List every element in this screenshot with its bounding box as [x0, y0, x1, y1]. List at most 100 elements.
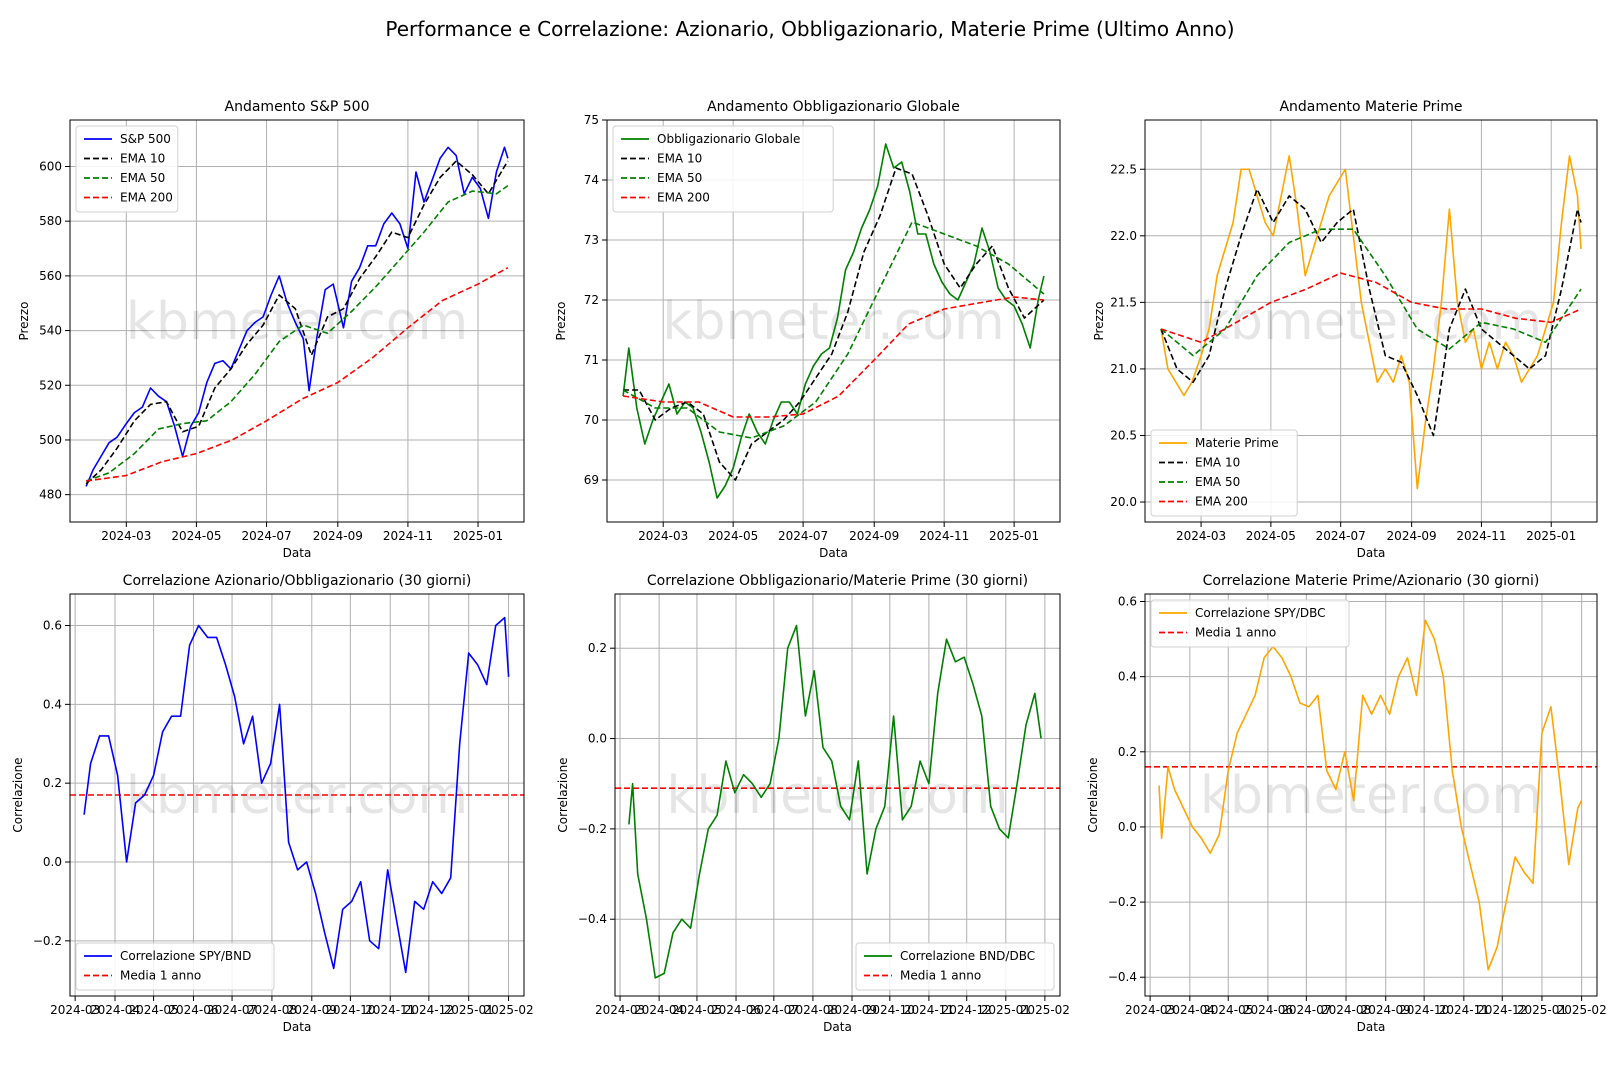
- x-tick-label: 2024-11: [919, 529, 969, 543]
- chart-corr_spy_bnd: 2024-032024-042024-052024-062024-072024-…: [11, 573, 534, 1034]
- y-axis-label: Prezzo: [17, 301, 31, 340]
- x-tick-label: 2025-01: [453, 529, 503, 543]
- legend-box: [75, 125, 179, 213]
- watermark: kbmeter.com: [126, 292, 468, 352]
- chart-title: Correlazione Azionario/Obbligazionario (…: [123, 573, 472, 589]
- y-axis-label: Correlazione: [556, 757, 570, 832]
- x-tick-label: 2024-05: [1246, 529, 1296, 543]
- legend-label: EMA 50: [657, 171, 702, 185]
- plot-frame: [614, 593, 1061, 997]
- x-tick-label: 2024-12: [1477, 1003, 1527, 1017]
- x-tick-label: 2024-03: [101, 529, 151, 543]
- y-tick-label: 71: [584, 353, 599, 367]
- x-tick-label: 2024-07: [778, 529, 828, 543]
- x-tick-label: 2025-01: [989, 529, 1039, 543]
- chart-corr_bnd_dbc: 2024-032024-042024-052024-062024-072024-…: [556, 573, 1070, 1034]
- x-tick-label: 2024-11: [365, 1003, 415, 1017]
- y-tick-label: 75: [584, 113, 599, 127]
- x-tick-label: 2024-12: [942, 1003, 992, 1017]
- y-tick-label: 480: [39, 488, 62, 502]
- legend-label: Materie Prime: [1195, 436, 1279, 450]
- x-tick-label: 2024-06: [711, 1003, 761, 1017]
- y-tick-label: 0.0: [1118, 820, 1137, 834]
- legend: Correlazione BND/DBC Media 1 anno: [855, 942, 1055, 991]
- plot-frame: [69, 593, 525, 997]
- x-tick-label: 2025-01: [444, 1003, 494, 1017]
- x-tick-label: 2024-07: [749, 1003, 799, 1017]
- y-tick-label: 21.0: [1110, 362, 1137, 376]
- x-tick-label: 2024-09: [827, 1003, 877, 1017]
- x-axis-label: Data: [283, 546, 312, 560]
- x-tick-label: 2024-11: [383, 529, 433, 543]
- y-tick-label: −0.2: [578, 822, 607, 836]
- x-axis-label: Data: [1357, 1020, 1386, 1034]
- chart-spx: 2024-03 2024-05 2024-07 2024-09 2024-11 2025-…: [17, 99, 525, 560]
- x-tick-label: 2024-05: [708, 529, 758, 543]
- y-tick-label: 500: [39, 433, 62, 447]
- series-line-obbligazionario-globale: [622, 143, 1045, 499]
- x-tick-label: 2024-04: [90, 1003, 140, 1017]
- plot-frame: [1144, 593, 1598, 997]
- series-line-correlazione-bnd-dbc: [628, 624, 1042, 979]
- y-tick-label: 21.5: [1110, 295, 1137, 309]
- series-line-ema-10: [1160, 188, 1582, 437]
- plot-frame: [69, 119, 525, 523]
- x-tick-label: 2025-01: [1517, 1003, 1567, 1017]
- y-tick-label: 540: [39, 324, 62, 338]
- chart-title: Andamento S&P 500: [225, 99, 370, 115]
- chart-title: Andamento Materie Prime: [1279, 99, 1462, 115]
- y-tick-label: 0.2: [43, 776, 62, 790]
- y-axis-label: Prezzo: [554, 301, 568, 340]
- x-tick-label: 2024-07: [241, 529, 291, 543]
- series-line-ema-50: [85, 184, 509, 482]
- x-tick-label: 2024-09: [849, 529, 899, 543]
- y-axis-label: Prezzo: [1092, 301, 1106, 340]
- x-tick-label: 2024-07: [1281, 1003, 1331, 1017]
- y-tick-label: 20.0: [1110, 495, 1137, 509]
- legend-label: EMA 200: [1195, 495, 1248, 509]
- x-axis-label: Data: [283, 1020, 312, 1034]
- legend: Correlazione SPY/DBC Media 1 anno: [1150, 599, 1350, 648]
- y-tick-label: 0.0: [43, 855, 62, 869]
- x-tick-label: 2024-07: [207, 1003, 257, 1017]
- legend-box: [1150, 429, 1298, 517]
- y-tick-label: 0.0: [588, 732, 607, 746]
- legend-label: EMA 10: [120, 152, 165, 166]
- x-tick-label: 2024-03: [638, 529, 688, 543]
- legend-label: Media 1 anno: [120, 969, 201, 983]
- y-axis-label: Correlazione: [11, 757, 25, 832]
- watermark: kbmeter.com: [1200, 766, 1542, 826]
- x-tick-label: 2024-11: [1456, 529, 1506, 543]
- chart-corr_dbc_spy: 2024-032024-042024-052024-062024-072024-…: [1086, 573, 1607, 1034]
- legend-box: [612, 125, 834, 213]
- y-tick-label: 20.5: [1110, 428, 1137, 442]
- legend-box: [75, 942, 275, 991]
- series-line-ema-10: [85, 160, 509, 485]
- x-tick-label: 2024-09: [313, 529, 363, 543]
- chart-title: Correlazione Materie Prime/Azionario (30…: [1203, 573, 1540, 589]
- legend-label: EMA 10: [657, 152, 702, 166]
- x-tick-label: 2024-06: [1243, 1003, 1293, 1017]
- legend-label: EMA 50: [120, 171, 165, 185]
- y-tick-label: 0.2: [588, 641, 607, 655]
- y-tick-label: 600: [39, 159, 62, 173]
- plot-frame: [1144, 119, 1598, 523]
- y-tick-label: 520: [39, 378, 62, 392]
- x-tick-label: 2024-08: [247, 1003, 297, 1017]
- series-line-ema-50: [622, 221, 1045, 439]
- legend-label: Correlazione SPY/DBC: [1195, 606, 1326, 620]
- y-tick-label: 22.0: [1110, 229, 1137, 243]
- series-line-ema-200: [622, 296, 1044, 418]
- series-line-ema-10: [623, 167, 1045, 481]
- x-tick-label: 2024-05: [672, 1003, 722, 1017]
- y-tick-label: 72: [584, 293, 599, 307]
- y-tick-label: 580: [39, 214, 62, 228]
- legend-label: Media 1 anno: [900, 969, 981, 983]
- y-tick-label: 560: [39, 269, 62, 283]
- y-tick-label: −0.2: [33, 934, 62, 948]
- x-tick-label: 2024-09: [1387, 529, 1437, 543]
- x-axis-label: Data: [823, 1020, 852, 1034]
- y-tick-label: 0.4: [43, 697, 62, 711]
- legend-box: [1150, 599, 1350, 648]
